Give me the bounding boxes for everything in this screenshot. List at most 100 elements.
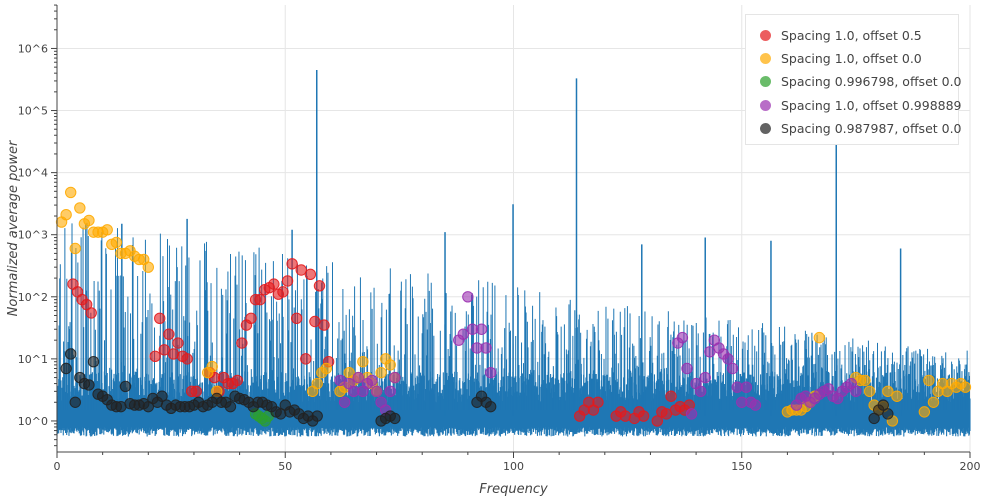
data-point [313,280,326,292]
data-point [69,396,81,408]
data-point [311,377,323,390]
data-point [64,186,77,199]
data-point [959,381,972,393]
data-point [286,258,298,270]
data-point [370,385,383,398]
legend-swatch-4 [760,122,771,134]
data-point [69,242,81,255]
data-point [813,331,826,344]
x-tick-label: 150 [731,460,752,473]
y-tick-label: 10^6 [18,42,48,55]
data-point [245,312,257,325]
data-point [83,214,95,227]
data-point [304,268,317,281]
legend-swatch-3 [760,99,771,111]
data-point [592,396,604,408]
data-point [891,390,903,402]
x-tick-label: 100 [503,460,524,473]
data-point [722,353,734,365]
legend-item[interactable]: Spacing 1.0, offset 0.998889 [760,94,962,117]
legend-label: Spacing 1.0, offset 0.0 [781,51,922,67]
data-point [877,399,889,411]
data-point [74,202,86,214]
legend-item[interactable]: Spacing 1.0, offset 0.0 [760,47,958,70]
data-point [163,328,175,340]
x-tick-label: 200 [960,460,981,473]
data-point [863,385,876,398]
data-point [110,236,123,249]
data-point [224,400,237,413]
data-point [651,415,663,427]
axes: 0 50 100 150 200 10^0 10^1 10^2 10^3 10^4 10^5 10^6… [6,4,981,497]
data-point [190,385,202,398]
legend-swatch-2 [760,76,771,88]
data-point [158,344,170,356]
data-point [389,412,401,425]
data-point [119,380,132,393]
data-point [480,342,492,354]
data-point [87,356,100,368]
data-point [311,410,323,422]
data-point [320,362,333,375]
data-point [384,385,396,398]
data-point [726,362,739,375]
data-point [318,319,330,331]
y-tick-label: 10^2 [18,291,48,304]
data-point [268,278,280,290]
data-point [83,379,95,391]
scatter-points [55,186,972,427]
data-point [384,359,396,371]
data-point [740,381,753,393]
legend-label: Spacing 1.0, offset 0.5 [781,28,922,44]
data-point [172,337,184,349]
data-point [281,275,294,287]
data-point [142,261,155,273]
data-point [685,408,698,420]
data-point [352,371,364,384]
data-point [254,293,266,306]
legend-swatch-1 [760,53,771,65]
data-point [231,374,244,387]
x-axis-label: Frequency [479,482,548,497]
data-point [64,348,77,360]
y-axis-label: Normalized average power [6,139,21,316]
data-point [699,371,711,384]
data-point [338,396,351,408]
data-point [918,406,931,418]
spectrum-series [56,69,971,437]
data-point [637,410,650,422]
legend: Spacing 1.0, offset 0.5 Spacing 1.0, off… [745,14,962,145]
x-tick-label: 0 [54,460,61,473]
data-point [484,366,497,379]
data-point [389,371,401,384]
legend-item[interactable]: Spacing 1.0, offset 0.5 [760,24,958,47]
data-point [357,356,369,368]
data-point [85,307,97,319]
data-point [484,400,497,413]
data-point [366,374,378,387]
data-point [882,408,894,420]
data-point [149,350,161,363]
data-point [154,312,166,325]
data-point [927,396,940,408]
data-point [923,374,935,387]
data-point [101,224,113,236]
y-tick-label: 10^4 [18,167,48,180]
legend-item[interactable]: Spacing 0.987987, offset 0.0 [760,117,962,140]
legend-label: Spacing 1.0, offset 0.998889 [781,97,962,113]
data-point [277,286,289,298]
legend-label: Spacing 0.987987, offset 0.0 [781,120,962,136]
data-point [475,323,488,335]
legend-label: Spacing 0.996798, offset 0.0 [781,74,962,90]
data-point [681,362,693,375]
legend-item[interactable]: Spacing 0.996798, offset 0.0 [760,70,962,93]
data-point [181,353,193,365]
data-point [60,209,72,221]
data-point [749,399,762,411]
data-point [300,353,312,365]
data-point [156,390,168,402]
data-point [694,385,707,398]
legend-swatch-0 [760,30,771,42]
data-point [290,312,303,325]
